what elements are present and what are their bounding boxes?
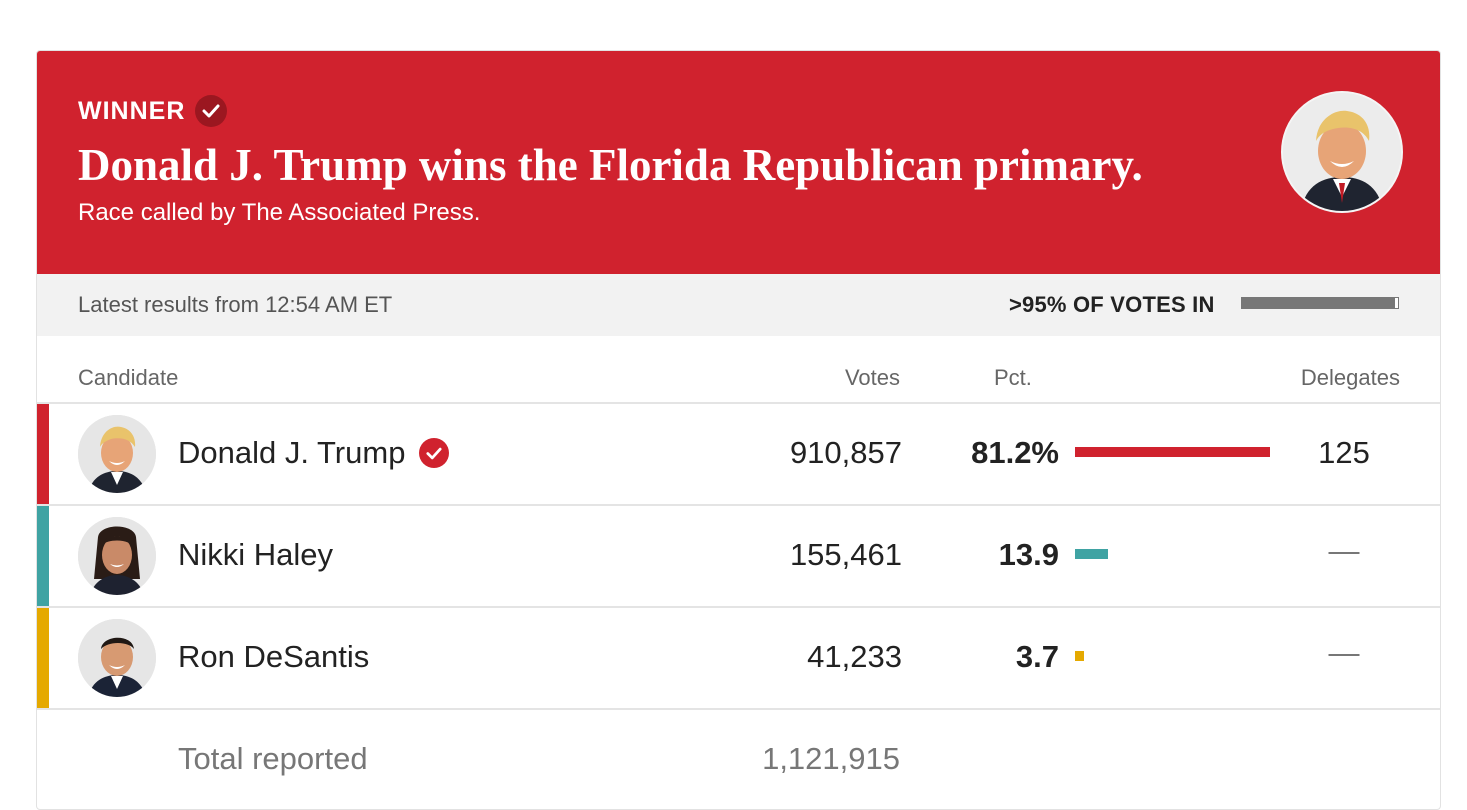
latest-results-time: Latest results from 12:54 AM ET: [78, 292, 393, 317]
table-row-trump: Donald J. Trump 910,857 81.2% 125: [37, 404, 1440, 504]
candidate-name: Nikki Haley: [178, 537, 333, 573]
votes-in-label: >95% OF VOTES IN: [1009, 292, 1215, 317]
header-votes: Votes: [844, 365, 900, 390]
pct-bar-track: [1075, 651, 1271, 663]
candidate-pct: 81.2%: [971, 435, 1059, 470]
row-divider: [37, 504, 1440, 506]
winner-row: WINNER: [78, 95, 228, 127]
candidate-name: Ron DeSantis: [178, 639, 369, 675]
candidate-pct: 13.9: [998, 537, 1059, 572]
reporting-progress-fill: [1242, 298, 1395, 308]
candidate-avatar-haley: [78, 517, 156, 595]
candidate-name-text: Donald J. Trump: [178, 435, 406, 470]
candidate-name-text: Nikki Haley: [178, 537, 334, 572]
candidate-votes: 41,233: [807, 639, 902, 674]
pct-bar: [1075, 651, 1084, 661]
headline: Donald J. Trump wins the Florida Republi…: [78, 140, 1143, 190]
candidate-pct: 3.7: [1015, 639, 1059, 674]
candidate-avatar-trump: [78, 415, 156, 493]
row-divider: [37, 606, 1440, 608]
candidate-avatar-desantis: [78, 619, 156, 697]
total-reported-votes: 1,121,915: [762, 741, 900, 776]
total-reported-label: Total reported: [178, 741, 368, 776]
pct-bar-track: [1075, 549, 1271, 561]
header-pct: Pct.: [994, 365, 1032, 390]
reporting-progress-bar: [1241, 297, 1399, 309]
row-divider: [37, 708, 1440, 710]
winner-banner: WINNER Donald J. Trump wins the Florida …: [37, 51, 1440, 274]
candidate-delegates: —: [1328, 533, 1360, 568]
header-candidate: Candidate: [78, 365, 179, 390]
candidate-color-marker: [37, 404, 49, 504]
subhead: Race called by The Associated Press.: [78, 199, 481, 226]
table-row-desantis: Ron DeSantis 41,233 3.7 —: [37, 608, 1440, 708]
results-card: WINNER Donald J. Trump wins the Florida …: [36, 50, 1441, 810]
winner-check-icon: [195, 95, 228, 127]
candidate-name: Donald J. Trump: [178, 435, 450, 471]
candidate-votes: 910,857: [789, 435, 902, 470]
candidate-delegates: 125: [1318, 435, 1370, 470]
winner-label: WINNER: [78, 96, 186, 125]
header-divider: [37, 402, 1440, 404]
candidate-name-text: Ron DeSantis: [178, 639, 370, 674]
candidate-delegates: —: [1328, 635, 1360, 670]
candidate-votes: 155,461: [789, 537, 902, 572]
pct-bar: [1075, 549, 1108, 559]
pct-bar: [1075, 447, 1270, 457]
candidate-color-marker: [37, 608, 49, 708]
results-status-bar: Latest results from 12:54 AM ET >95% OF …: [37, 274, 1440, 336]
header-delegates: Delegates: [1300, 365, 1400, 390]
table-row-haley: Nikki Haley 155,461 13.9 —: [37, 506, 1440, 606]
winner-photo: [1281, 91, 1403, 213]
pct-bar-track: [1075, 447, 1271, 459]
candidate-color-marker: [37, 506, 49, 606]
winner-check-icon: [419, 438, 450, 468]
